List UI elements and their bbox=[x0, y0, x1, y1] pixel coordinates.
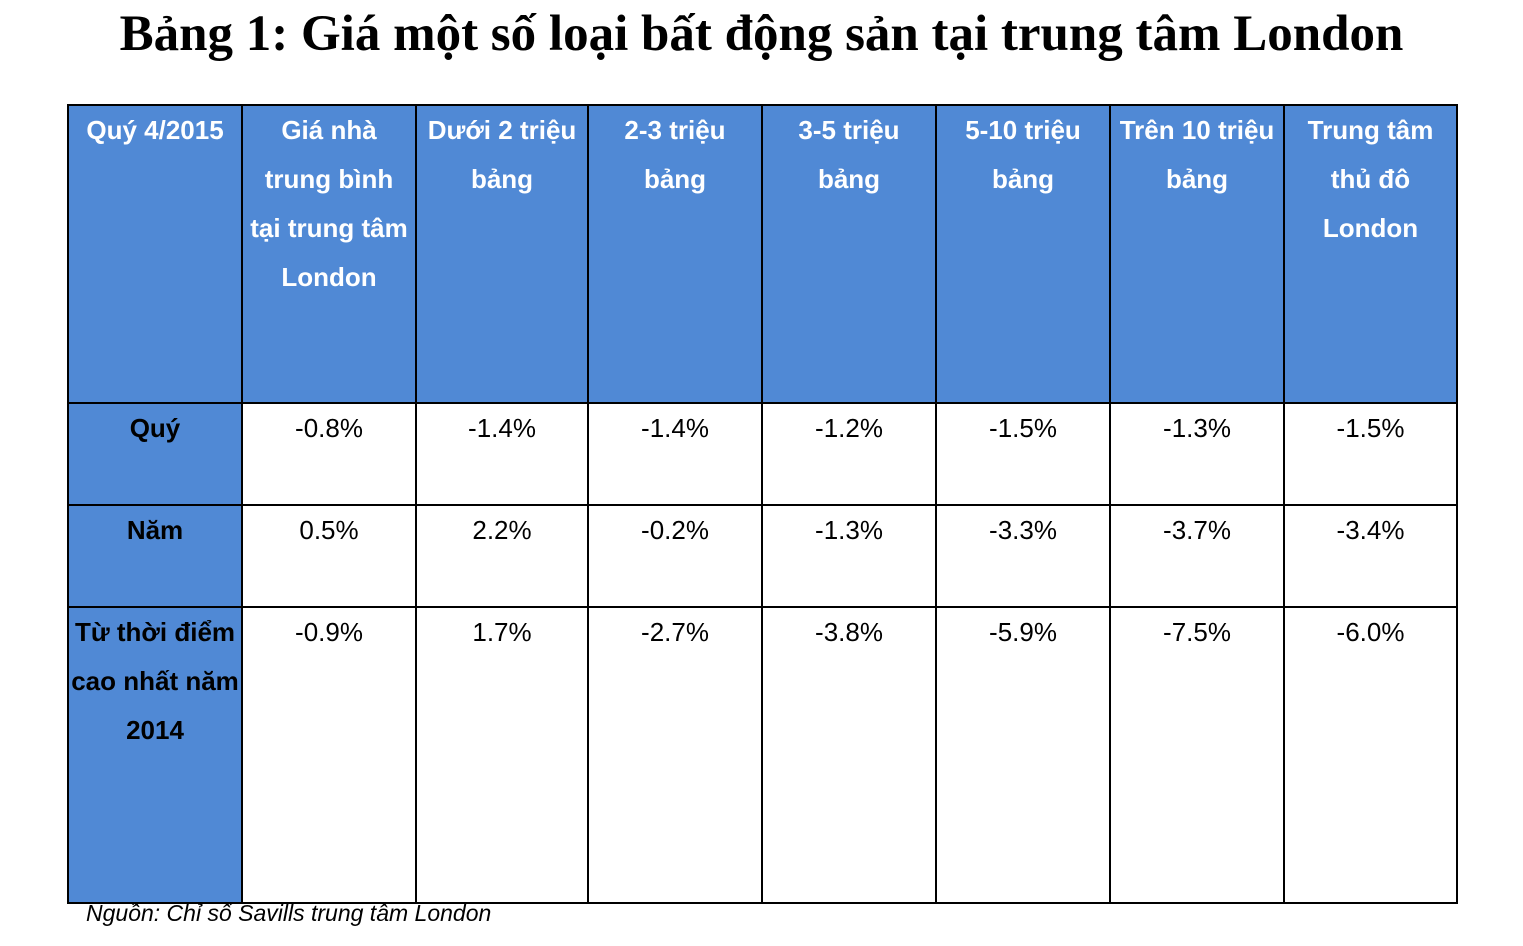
table-cell: 1.7% bbox=[415, 606, 589, 904]
row-label-quarter: Quý bbox=[67, 402, 243, 506]
table-cell: -1.4% bbox=[587, 402, 763, 506]
column-header-under-2m: Dưới 2 triệu bảng bbox=[415, 104, 589, 404]
column-header-2-3m: 2-3 triệu bảng bbox=[587, 104, 763, 404]
table-cell: -3.4% bbox=[1283, 504, 1458, 608]
column-header-over-10m: Trên 10 triệu bảng bbox=[1109, 104, 1285, 404]
table-cell: -3.8% bbox=[761, 606, 937, 904]
row-label-year: Năm bbox=[67, 504, 243, 608]
table-cell: -3.3% bbox=[935, 504, 1111, 608]
table-cell: -1.3% bbox=[761, 504, 937, 608]
column-header-central-london: Trung tâm thủ đô London bbox=[1283, 104, 1458, 404]
table-cell: -1.3% bbox=[1109, 402, 1285, 506]
table-row: Năm 0.5% 2.2% -0.2% -1.3% -3.3% -3.7% -3… bbox=[67, 504, 1458, 608]
table-cell: -5.9% bbox=[935, 606, 1111, 904]
column-header-average-price: Giá nhà trung bình tại trung tâm London bbox=[241, 104, 417, 404]
column-header-3-5m: 3-5 triệu bảng bbox=[761, 104, 937, 404]
table-cell: -6.0% bbox=[1283, 606, 1458, 904]
table-cell: -1.2% bbox=[761, 402, 937, 506]
header-row: Quý 4/2015 Giá nhà trung bình tại trung … bbox=[67, 104, 1458, 404]
table-cell: -0.8% bbox=[241, 402, 417, 506]
column-header-period: Quý 4/2015 bbox=[67, 104, 243, 404]
table-cell: -2.7% bbox=[587, 606, 763, 904]
table-cell: -3.7% bbox=[1109, 504, 1285, 608]
table-cell: -7.5% bbox=[1109, 606, 1285, 904]
table-cell: -0.9% bbox=[241, 606, 417, 904]
table-row: Từ thời điểm cao nhất năm 2014 -0.9% 1.7… bbox=[67, 606, 1458, 904]
column-header-5-10m: 5-10 triệu bảng bbox=[935, 104, 1111, 404]
table-row: Quý -0.8% -1.4% -1.4% -1.2% -1.5% -1.3% … bbox=[67, 402, 1458, 506]
source-note: Nguồn: Chỉ số Savills trung tâm London bbox=[86, 900, 492, 926]
price-table: Quý 4/2015 Giá nhà trung bình tại trung … bbox=[67, 104, 1458, 904]
table-cell: -0.2% bbox=[587, 504, 763, 608]
table-cell: -1.5% bbox=[935, 402, 1111, 506]
table-cell: 2.2% bbox=[415, 504, 589, 608]
table-cell: -1.5% bbox=[1283, 402, 1458, 506]
table-cell: -1.4% bbox=[415, 402, 589, 506]
row-label-since-peak-2014: Từ thời điểm cao nhất năm 2014 bbox=[67, 606, 243, 904]
table-title: Bảng 1: Giá một số loại bất động sản tại… bbox=[119, 6, 1404, 62]
table-cell: 0.5% bbox=[241, 504, 417, 608]
